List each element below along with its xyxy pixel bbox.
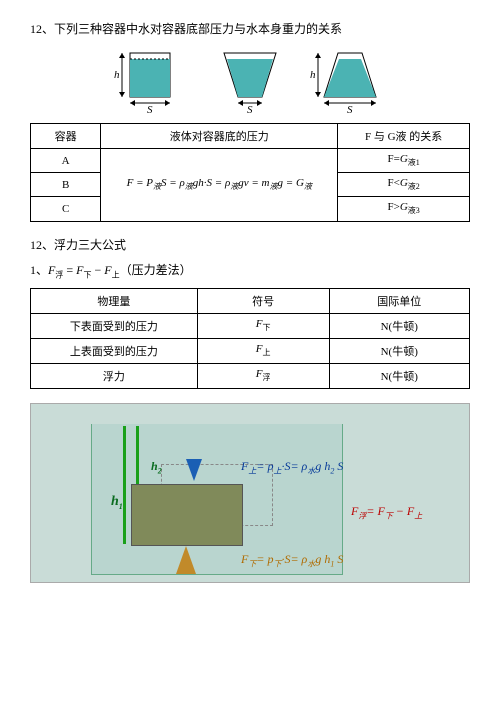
r2c2: F上 — [197, 338, 329, 363]
h1-arrow — [123, 426, 126, 544]
h2-arrow-line — [136, 426, 139, 484]
th-unit: 国际单位 — [329, 288, 470, 313]
eq-top: F上= p上·S= ρ水g h2 S — [241, 459, 343, 476]
cell-relC: F>G液3 — [338, 197, 470, 221]
container-c: h S — [310, 45, 390, 115]
q12b-table: 物理量 符号 国际单位 下表面受到的压力 F下 N(牛顿) 上表面受到的压力 F… — [30, 288, 470, 389]
h1-label: h1 — [111, 494, 123, 511]
r2c1: 上表面受到的压力 — [31, 338, 198, 363]
svg-text:S: S — [147, 104, 153, 115]
th-qty: 物理量 — [31, 288, 198, 313]
svg-text:h: h — [310, 69, 316, 81]
cell-b: B — [31, 173, 101, 197]
eq-bot: F下= p下·S= ρ水g h1 S — [241, 552, 343, 569]
r1c2: F下 — [197, 313, 329, 338]
q12a-table: 容器 液体对容器底的压力 F 与 G液 的关系 A F = P液S = ρ液gh… — [30, 123, 470, 222]
svg-text:h: h — [114, 69, 120, 81]
q12b-title: 12、浮力三大公式 — [30, 236, 470, 253]
r3c2: F浮 — [197, 363, 329, 388]
q12b-sub1: 1、F浮 = F下 − F上（压力差法） — [30, 261, 470, 280]
h2-label: h2 — [151, 459, 162, 475]
buoyancy-diagram: h1 h2 F上= p上·S= ρ水g h2 S F浮= F下 − F上 F下=… — [30, 403, 470, 583]
th-pressure: 液体对容器底的压力 — [101, 124, 338, 149]
th-sym: 符号 — [197, 288, 329, 313]
cell-a: A — [31, 149, 101, 173]
container-b: S — [210, 45, 290, 115]
r1c3: N(牛顿) — [329, 313, 470, 338]
r3c1: 浮力 — [31, 363, 198, 388]
r1c1: 下表面受到的压力 — [31, 313, 198, 338]
cell-c: C — [31, 197, 101, 221]
eq-mid: F浮= F下 − F上 — [351, 504, 422, 521]
cell-formula: F = P液S = ρ液gh·S = ρ液gv = m液g = G液 — [101, 149, 338, 222]
cell-relA: F=G液1 — [338, 149, 470, 173]
arrow-down — [186, 459, 202, 481]
q12a-title: 12、下列三种容器中水对容器底部压力与水本身重力的关系 — [30, 20, 470, 37]
container-a: h S — [110, 45, 190, 115]
r2c3: N(牛顿) — [329, 338, 470, 363]
block — [131, 484, 243, 546]
th-relation: F 与 G液 的关系 — [338, 124, 470, 149]
svg-text:S: S — [247, 104, 253, 115]
svg-text:S: S — [347, 104, 353, 115]
r3c3: N(牛顿) — [329, 363, 470, 388]
cell-relB: F<G液2 — [338, 173, 470, 197]
arrow-up — [176, 546, 196, 574]
th-container: 容器 — [31, 124, 101, 149]
container-diagrams: h S S h S — [30, 45, 470, 115]
